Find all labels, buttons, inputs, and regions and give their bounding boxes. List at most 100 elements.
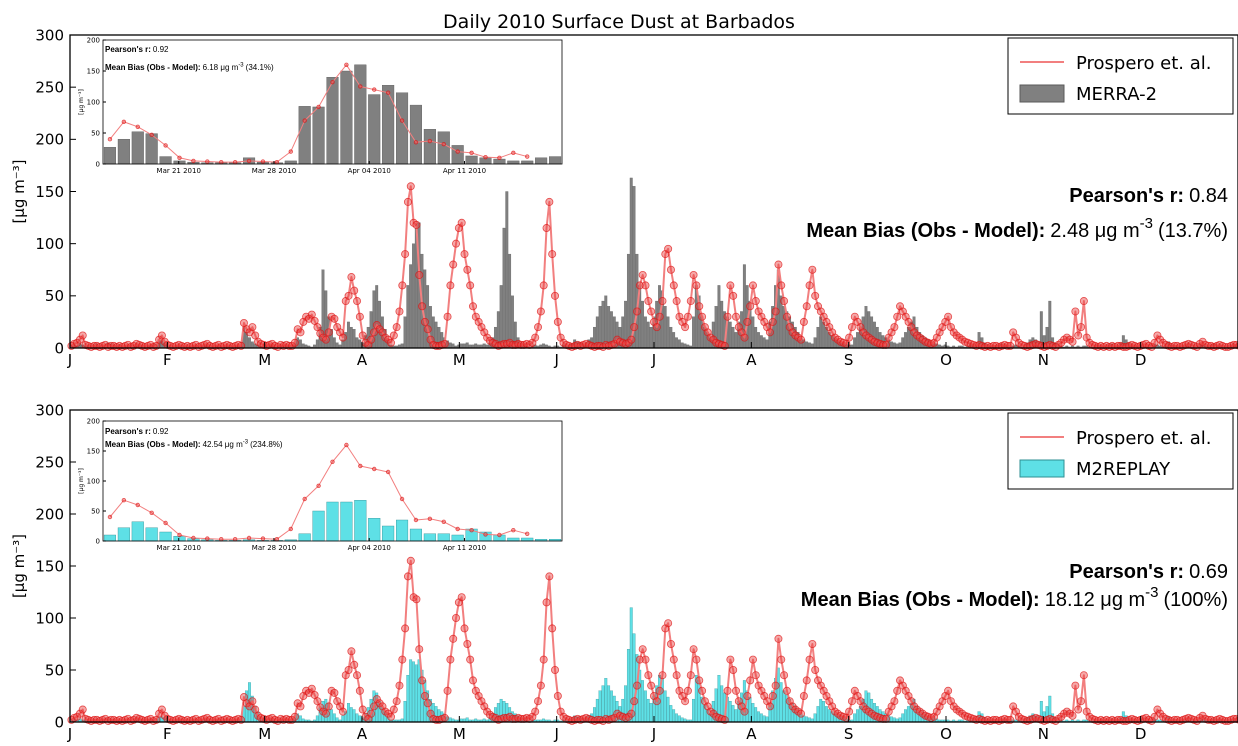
obs-point xyxy=(321,335,330,344)
bar xyxy=(604,295,608,349)
obs-point xyxy=(551,291,560,300)
obs-point xyxy=(191,158,196,164)
x-tick-label: Apr 04 2010 xyxy=(348,544,391,552)
bar xyxy=(754,326,758,349)
obs-point xyxy=(641,281,650,290)
obs-point xyxy=(511,528,516,533)
x-tick-label: D xyxy=(1135,351,1147,369)
obs-point xyxy=(232,159,238,165)
bar xyxy=(728,321,732,349)
obs-point xyxy=(395,681,404,690)
obs-point xyxy=(398,281,407,290)
bar xyxy=(646,321,650,349)
obs-point xyxy=(910,702,919,711)
obs-point xyxy=(418,676,427,685)
bar xyxy=(332,337,336,349)
bar xyxy=(824,706,828,723)
bar xyxy=(298,533,311,542)
obs-point xyxy=(358,705,367,714)
obs-point xyxy=(726,281,735,290)
x-tick-label: F xyxy=(163,351,172,369)
obs-point xyxy=(455,526,460,532)
obs-point xyxy=(553,692,562,701)
bar xyxy=(409,659,413,723)
obs-point xyxy=(386,338,395,347)
bar xyxy=(358,715,362,723)
bar xyxy=(332,713,336,723)
obs-point xyxy=(748,655,757,664)
bar xyxy=(117,527,130,542)
bar xyxy=(672,332,676,349)
bar xyxy=(782,306,786,349)
obs-point xyxy=(751,671,760,680)
bar xyxy=(677,715,681,723)
x-tick-label: F xyxy=(163,725,172,743)
obs-point xyxy=(107,136,113,142)
bar xyxy=(892,342,896,349)
obs-point xyxy=(944,312,953,321)
obs-point xyxy=(802,302,811,311)
obs-point xyxy=(624,338,633,347)
obs-point xyxy=(797,335,806,344)
obs-point xyxy=(627,335,636,344)
obs-point xyxy=(446,655,455,664)
obs-point xyxy=(463,265,472,274)
obs-point xyxy=(709,335,718,344)
obs-point xyxy=(664,619,673,628)
obs-point xyxy=(121,119,127,125)
obs-point xyxy=(539,655,548,664)
x-tick-label: Apr 04 2010 xyxy=(348,167,391,175)
bar xyxy=(423,129,436,165)
bias-percent: (13.7%) xyxy=(1158,220,1228,242)
bar xyxy=(731,326,735,349)
obs-point xyxy=(1068,711,1077,720)
bar xyxy=(751,703,755,723)
y-tick-label: 300 xyxy=(35,401,64,419)
bar xyxy=(340,501,353,542)
x-tick-label: J xyxy=(67,725,72,743)
obs-point xyxy=(316,329,325,338)
bar xyxy=(368,518,381,542)
x-tick-label: A xyxy=(746,351,757,369)
bias-value: 6.18 μg m xyxy=(203,63,239,72)
obs-point xyxy=(630,323,639,332)
y-axis-label: [μg m⁻³] xyxy=(78,89,85,115)
bar xyxy=(368,94,381,165)
bias-percent: (34.1%) xyxy=(246,63,274,72)
bar xyxy=(103,534,116,542)
obs-point xyxy=(457,218,466,227)
bar xyxy=(649,326,653,349)
obs-point xyxy=(655,312,664,321)
obs-point xyxy=(811,291,820,300)
x-tick-label: J xyxy=(651,351,656,369)
obs-point xyxy=(260,159,266,164)
obs-point xyxy=(121,498,127,503)
obs-point xyxy=(689,645,698,654)
bar xyxy=(677,339,681,349)
pearson-label: Pearson's r: xyxy=(1069,561,1184,583)
obs-point xyxy=(412,220,421,229)
x-tick-label: M xyxy=(258,351,271,369)
obs-point xyxy=(808,640,817,649)
obs-point xyxy=(296,328,305,337)
obs-point xyxy=(525,531,530,536)
bar xyxy=(352,709,356,723)
bias-percent: (100%) xyxy=(1164,589,1228,611)
obs-point xyxy=(353,671,362,680)
obs-point xyxy=(293,325,302,334)
obs-point xyxy=(949,702,958,711)
stats-annotation: Pearson's r: 0.84 Mean Bias (Obs - Model):… xyxy=(806,185,1228,242)
bar xyxy=(666,696,670,723)
obs-point xyxy=(246,158,252,164)
bar xyxy=(346,703,350,723)
bias-text: Mean Bias (Obs - Model): 2.48 μg m-3 (13.7… xyxy=(806,215,1228,242)
obs-point xyxy=(452,239,461,248)
bar xyxy=(335,342,339,349)
obs-point xyxy=(746,676,755,685)
y-tick-label: 50 xyxy=(45,661,64,679)
obs-point xyxy=(534,323,543,332)
bar xyxy=(298,339,302,349)
x-tick-label: D xyxy=(1135,725,1147,743)
obs-point xyxy=(647,307,656,316)
